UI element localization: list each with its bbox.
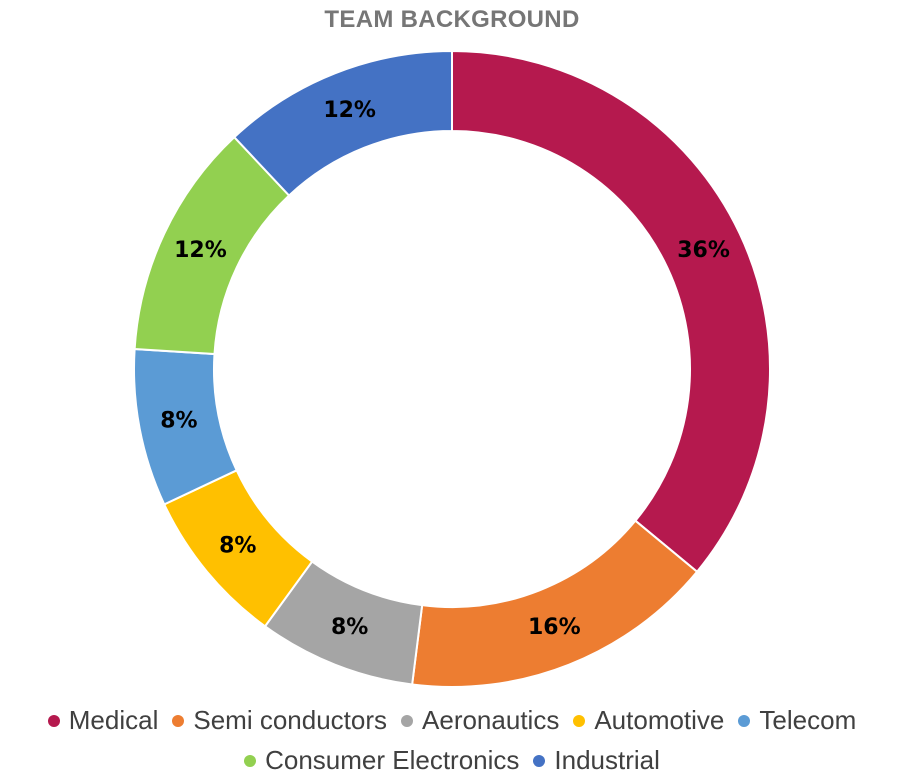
data-label-medical: 36% xyxy=(677,238,730,263)
legend-label: Semi conductors xyxy=(193,705,388,735)
legend-item-consumer-electronics[interactable]: Consumer Electronics xyxy=(244,745,519,776)
slice-industrial[interactable] xyxy=(232,49,453,197)
legend-label: Medical xyxy=(68,705,159,735)
data-label-industrial: 12% xyxy=(323,98,376,123)
legend-label: Automotive xyxy=(594,705,725,735)
chart-title: TEAM BACKGROUND xyxy=(324,6,580,33)
legend-label: Consumer Electronics xyxy=(265,745,520,775)
data-label-semi-conductors: 16% xyxy=(528,615,581,640)
legend-marker xyxy=(573,714,586,727)
data-label-aeronautics: 8% xyxy=(331,615,368,640)
donut-chart: 36% 16% 8% 8% 8% 12% 12% xyxy=(133,49,771,688)
data-label-automotive: 8% xyxy=(219,534,256,559)
legend-label: Industrial xyxy=(554,745,660,775)
legend-row-2: Consumer Electronics Industrial xyxy=(0,745,904,776)
legend-marker xyxy=(47,714,60,727)
donut-data-labels: 36% 16% 8% 8% 8% 12% 12% xyxy=(160,98,730,640)
data-label-consumer-electronics: 12% xyxy=(174,238,227,263)
legend-item-aeronautics[interactable]: Aeronautics xyxy=(401,705,559,736)
legend-marker xyxy=(533,754,546,767)
legend-marker xyxy=(244,754,257,767)
data-label-telecom: 8% xyxy=(160,409,197,434)
legend-marker xyxy=(172,714,185,727)
legend-row-1: Medical Semi conductors Aeronautics Auto… xyxy=(0,705,904,736)
donut-slices xyxy=(133,49,771,688)
slice-medical[interactable] xyxy=(451,49,771,574)
legend-item-medical[interactable]: Medical xyxy=(47,705,159,736)
legend-label: Aeronautics xyxy=(422,705,560,735)
legend-label: Telecom xyxy=(759,705,857,735)
legend-item-industrial[interactable]: Industrial xyxy=(533,745,660,776)
legend-item-semi-conductors[interactable]: Semi conductors xyxy=(172,705,387,736)
legend-marker xyxy=(401,714,414,727)
legend-item-telecom[interactable]: Telecom xyxy=(738,705,856,736)
legend-item-automotive[interactable]: Automotive xyxy=(573,705,724,736)
slice-semi-conductors[interactable] xyxy=(411,519,699,688)
legend-marker xyxy=(738,714,751,727)
